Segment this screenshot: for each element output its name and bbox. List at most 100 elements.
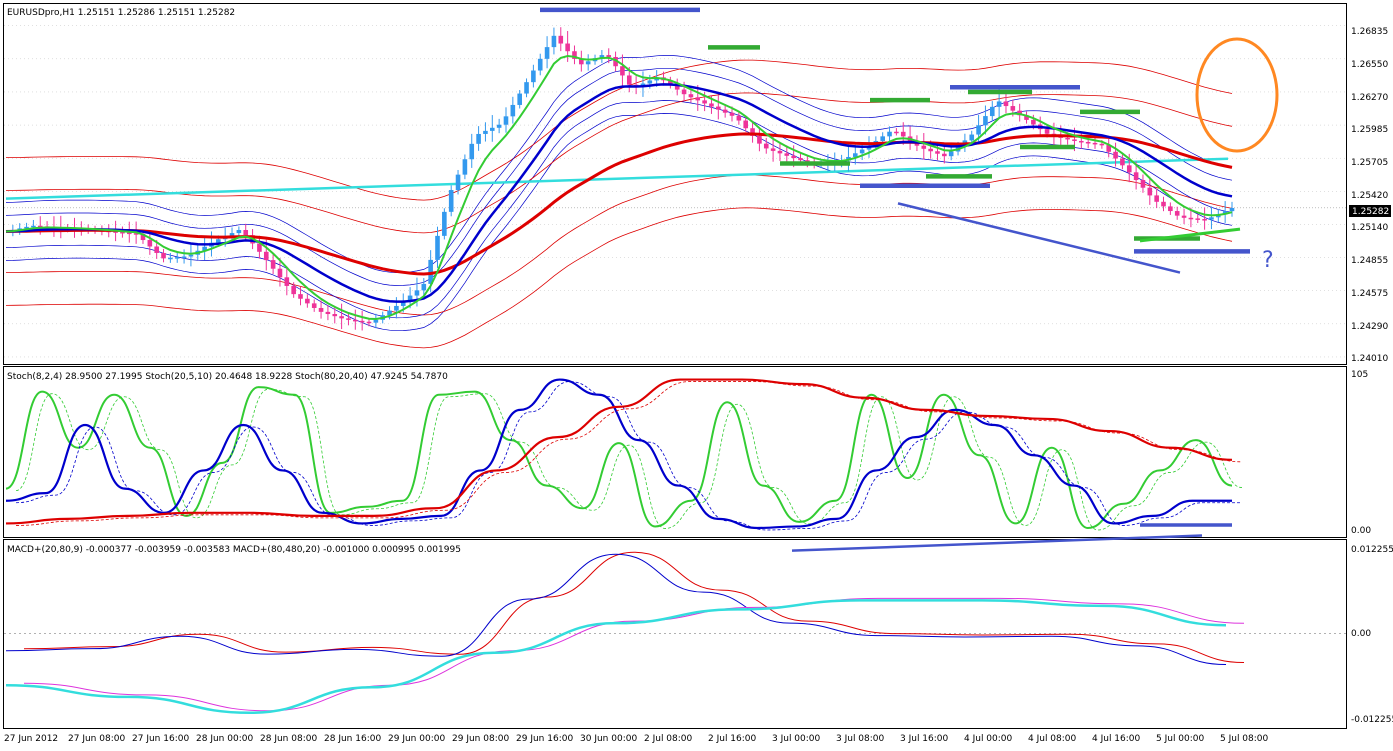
question-mark-annotation: ?: [1262, 248, 1274, 273]
current-price-box: [1349, 205, 1391, 217]
candle-body: [887, 131, 892, 137]
candle-body: [647, 80, 653, 84]
candle-body: [305, 298, 310, 304]
inner-band: [5, 55, 1233, 273]
candle-body: [448, 190, 454, 212]
outer-band: [6, 59, 1233, 201]
time-tick: 5 Jul 00:00: [1156, 734, 1205, 744]
time-tick: 29 Jun 08:00: [452, 734, 509, 744]
candle-body: [216, 239, 221, 243]
candle-body: [750, 128, 755, 136]
candle-body: [674, 84, 680, 90]
price-panel-frame: [3, 3, 1347, 365]
stoch-signal-line: [15, 381, 1243, 526]
candle-body: [613, 56, 618, 67]
macd-panel-header: MACD+(20,80,9) -0.000377 -0.003959 -0.00…: [7, 545, 461, 555]
candle-body: [496, 124, 502, 128]
candle-body: [489, 127, 495, 131]
candle-body: [716, 106, 721, 110]
candle-body: [668, 80, 673, 85]
outer-band: [6, 174, 1233, 316]
candle-body: [476, 133, 481, 144]
time-tick: 29 Jun 00:00: [388, 734, 445, 744]
macd-tick-zero: 0.00: [1351, 629, 1371, 639]
candle-body: [1113, 151, 1118, 159]
candle-body: [1133, 172, 1139, 181]
candle-body: [366, 321, 372, 324]
candle-body: [120, 231, 125, 234]
macd-panel-frame: [3, 539, 1347, 729]
candle-body: [133, 233, 139, 235]
macd-line: [5, 599, 1227, 715]
stoch-signal-line: [15, 381, 1242, 531]
candle-body: [147, 240, 153, 247]
time-tick: 5 Jul 08:00: [1220, 734, 1269, 744]
candle-body: [353, 319, 358, 322]
candle-body: [236, 229, 242, 234]
candle-body: [736, 115, 742, 121]
price-tick: 1.25140: [1351, 223, 1388, 233]
outer-band: [5, 207, 1233, 349]
price-axis: 1.26835 1.26550 1.26270 1.25985 1.25705 …: [1351, 27, 1388, 364]
candle-body: [859, 149, 865, 154]
candle-body: [229, 233, 235, 237]
candle-body: [284, 277, 290, 286]
candle-body: [161, 252, 166, 259]
candle-body: [798, 158, 803, 161]
price-tick: 1.26550: [1351, 60, 1388, 70]
candle-body: [1017, 110, 1022, 116]
candle-body: [777, 150, 783, 154]
candle-body: [37, 225, 43, 228]
candle-body: [1003, 101, 1009, 107]
inner-band: [5, 113, 1233, 332]
candle-body: [359, 320, 365, 323]
candle-body: [243, 229, 249, 236]
candle-body: [1031, 119, 1036, 125]
candle-body: [291, 285, 296, 295]
time-axis: 27 Jun 2012 27 Jun 08:00 27 Jun 16:00 28…: [4, 734, 1269, 744]
candle-body: [1188, 217, 1194, 220]
macd-tick-top: 0.012255: [1351, 545, 1393, 555]
macd-signal-line: [23, 597, 1245, 712]
price-layer: [4, 7, 1346, 358]
stoch-tick-top: 105: [1351, 370, 1368, 380]
candle-body: [1168, 206, 1173, 212]
candle-body: [263, 251, 269, 261]
candle-body: [572, 51, 577, 59]
candle-body: [544, 47, 550, 59]
candle-body: [626, 75, 632, 85]
candle-body: [483, 130, 488, 134]
candle-body: [188, 254, 194, 257]
candle-body: [1154, 195, 1159, 202]
candle-body: [996, 101, 1002, 107]
candle-body: [763, 143, 769, 149]
candle-body: [524, 82, 529, 94]
price-tick: 1.25705: [1351, 158, 1388, 168]
candle-body: [257, 243, 262, 252]
candle-body: [510, 104, 516, 117]
candle-body: [537, 58, 543, 71]
candle-body: [387, 310, 392, 316]
candle-body: [1174, 211, 1180, 216]
candle-body: [695, 97, 701, 101]
stoch-signal-line: [15, 388, 1243, 531]
candle-body: [969, 134, 975, 141]
candle-body: [1044, 129, 1050, 134]
candle-body: [503, 116, 509, 125]
candle-body: [531, 70, 536, 83]
candle-body: [1140, 180, 1146, 188]
candle-body: [1202, 219, 1207, 221]
ema-mid-line: [5, 83, 1233, 303]
macd-tick-bottom: -0.012255: [1351, 715, 1393, 725]
stoch-trendline: [791, 534, 1203, 552]
time-tick: 28 Jun 08:00: [260, 734, 317, 744]
candle-body: [551, 35, 557, 48]
candle-body: [174, 257, 180, 259]
time-tick: 2 Jul 08:00: [644, 734, 693, 744]
candle-body: [455, 174, 461, 191]
candle-body: [140, 233, 146, 241]
time-tick: 27 Jun 08:00: [68, 734, 125, 744]
candle-body: [373, 319, 379, 323]
candle-body: [579, 58, 584, 65]
